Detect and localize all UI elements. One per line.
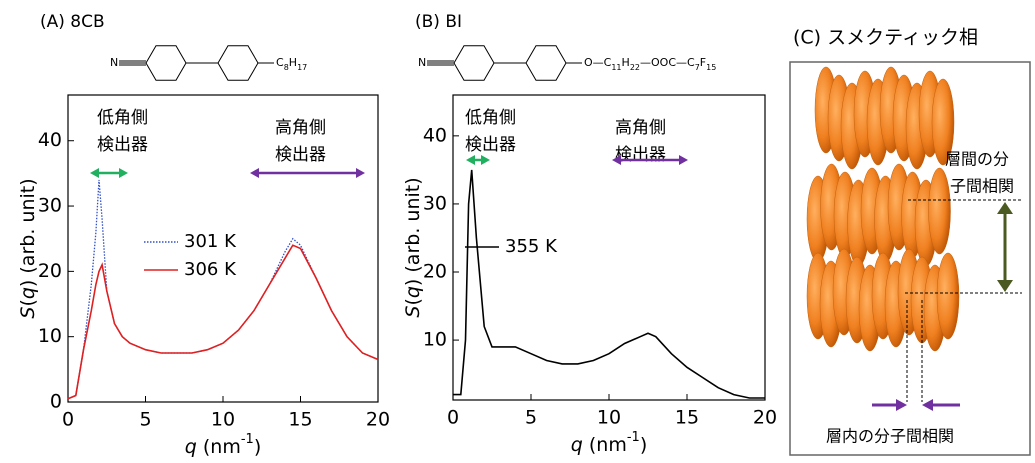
interlayer-label: 子間相関 (950, 177, 1014, 196)
x-label-part: (nm (583, 434, 627, 456)
atom: N (418, 56, 426, 69)
y-tick-label: 20 (423, 261, 447, 283)
range-arrowhead (466, 155, 490, 165)
y-label-part: ( (402, 298, 424, 305)
chain-part: —OOC—C (640, 56, 695, 69)
y-tick-label: 40 (38, 129, 62, 151)
annotation: 検出器 (615, 145, 666, 165)
bond (427, 60, 454, 66)
x-tick-label: 5 (139, 409, 151, 431)
annotation: 低角側 (97, 108, 148, 128)
x-label-part: -1 (627, 430, 640, 445)
annotation: 検出器 (275, 145, 326, 165)
y-tick-label: 0 (50, 391, 62, 413)
chain-part: 8 (284, 63, 289, 72)
bond (119, 60, 146, 66)
x-axis-label: q (nm-1) (571, 430, 647, 456)
legend-label: 301 K (184, 231, 237, 252)
ellipses (806, 66, 960, 352)
x-label-part: -1 (241, 432, 254, 447)
x-label-part: ) (254, 436, 261, 458)
y-tick-label: 30 (38, 195, 62, 217)
chain-part: C (276, 56, 284, 69)
legend-label: 355 K (505, 236, 558, 257)
x-tick-label: 15 (288, 409, 312, 431)
molecule (931, 78, 955, 166)
molecule (936, 252, 960, 340)
range-arrowhead (90, 168, 128, 178)
x-label-part: q (185, 436, 197, 458)
annotation: 検出器 (465, 135, 516, 155)
chain-part: 11 (611, 63, 621, 72)
chain-part: 7 (695, 63, 700, 72)
chain-part: 17 (297, 63, 307, 72)
x-label-part: (nm (197, 436, 241, 458)
chain: O—C11H22—OOC—C7F15 (584, 56, 716, 72)
chain-part: O—C (584, 56, 612, 69)
interlayer-label: 層間の分 (945, 150, 1009, 169)
chain-part: H (622, 56, 630, 69)
intralayer-arrowhead (922, 399, 933, 411)
y-tick-label: 10 (423, 329, 447, 351)
x-tick-label: 0 (447, 407, 459, 429)
y-label-part: ) (arb. unit) (17, 178, 39, 287)
diagram-title: (C) スメクティック相 (793, 27, 978, 49)
ring (145, 45, 274, 81)
annotation: 検出器 (97, 135, 148, 155)
annotation: 低角側 (465, 108, 516, 128)
range-arrowhead (612, 155, 688, 165)
x-tick-label: 0 (62, 409, 74, 431)
atom: N (110, 56, 118, 69)
series-line (67, 244, 379, 400)
y-label-part: ( (17, 299, 39, 306)
y-tick-label: 20 (38, 260, 62, 282)
y-label-part: S (402, 306, 424, 318)
y-label-part: q (402, 286, 424, 298)
chain-part: H (289, 56, 297, 69)
annotation: 高角側 (275, 118, 326, 138)
intralayer-arrowhead (896, 399, 907, 411)
x-tick-label: 10 (597, 407, 621, 429)
annotation: 高角側 (615, 118, 666, 138)
x-tick-label: 20 (366, 409, 390, 431)
chain-part: 15 (706, 63, 716, 72)
x-tick-label: 20 (753, 407, 777, 429)
chain-part: F (700, 56, 706, 69)
ring (453, 45, 582, 81)
intralayer-label: 層内の分子間相関 (826, 427, 954, 446)
y-tick-label: 10 (38, 325, 62, 347)
y-axis-label: S(q) (arb. unit) (402, 177, 424, 317)
y-tick-label: 40 (423, 124, 447, 146)
x-tick-label: 15 (675, 407, 699, 429)
x-label-part: ) (640, 434, 647, 456)
panel-label: (B) BI (415, 12, 462, 32)
y-label-part: S (17, 307, 39, 319)
series-line (67, 179, 379, 400)
x-tick-label: 5 (525, 407, 537, 429)
y-label-part: ) (arb. unit) (402, 177, 424, 286)
y-label-part: q (17, 287, 39, 299)
molecule (928, 167, 951, 255)
x-tick-label: 10 (211, 409, 235, 431)
legend-label: 306 K (184, 259, 237, 280)
chain: C8H17 (276, 56, 307, 72)
diagram-frame (789, 61, 1031, 456)
x-label-part: q (571, 434, 583, 456)
y-tick-label: 30 (423, 192, 447, 214)
y-axis-label: S(q) (arb. unit) (17, 178, 39, 318)
x-axis-label: q (nm-1) (185, 432, 261, 458)
panel-label: (A) 8CB (40, 12, 105, 32)
chain-part: 22 (630, 63, 640, 72)
series-line (453, 169, 765, 399)
